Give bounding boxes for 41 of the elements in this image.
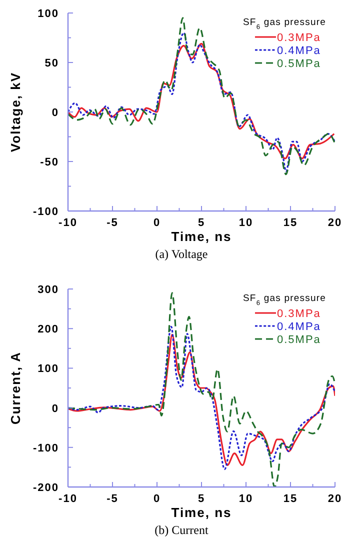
x-axis-title: Time, ns xyxy=(171,505,232,520)
x-tick-label: 15 xyxy=(283,217,298,229)
text: (a) Voltage xyxy=(155,247,208,261)
x-tick-label: -10 xyxy=(58,493,78,505)
y-tick-label: -100 xyxy=(32,206,59,218)
legend-title: SF$_{6}$ gas pressure xyxy=(243,17,326,30)
x-tick-label: 5 xyxy=(198,217,206,229)
y-tick-label: -100 xyxy=(32,442,59,454)
x-tick-label: 5 xyxy=(198,493,206,505)
y-axis-title: Voltage, kV xyxy=(8,72,23,152)
y-tick-label: 0 xyxy=(52,107,59,119)
x-tick-label: 20 xyxy=(328,217,342,229)
legend-title: SF$_{6}$ gas pressure xyxy=(243,293,326,306)
x-axis-title: Time, ns xyxy=(171,229,232,244)
legend-label: 0.4MPa xyxy=(277,321,321,333)
y-tick-label: 100 xyxy=(38,8,59,20)
legend-label: 0.4MPa xyxy=(277,45,321,57)
x-tick-label: 15 xyxy=(283,493,298,505)
x-tick-label: 20 xyxy=(328,493,342,505)
line-series xyxy=(68,42,335,160)
line-series xyxy=(68,292,335,487)
y-tick-label: 100 xyxy=(38,363,59,376)
y-axis-title: Current, A xyxy=(8,351,23,425)
x-tick-label: 10 xyxy=(238,217,254,229)
x-tick-label: 10 xyxy=(238,493,254,505)
x-tick-label: -5 xyxy=(106,217,118,229)
legend-label: 0.5MPa xyxy=(277,334,321,346)
legend-label: 0.3MPa xyxy=(277,32,321,44)
x-tick-label: -10 xyxy=(58,217,78,229)
y-tick-label: 0 xyxy=(52,402,59,415)
legend-label: 0.5MPa xyxy=(277,58,321,70)
x-tick-label: 0 xyxy=(153,493,161,505)
y-tick-label: 50 xyxy=(44,58,59,70)
x-tick-label: -5 xyxy=(106,493,118,505)
text: (b) Current xyxy=(154,523,209,537)
y-tick-label: 200 xyxy=(38,324,59,336)
x-tick-label: 0 xyxy=(153,217,161,229)
y-tick-label: -200 xyxy=(32,482,59,494)
legend-label: 0.3MPa xyxy=(277,308,321,320)
y-tick-label: 300 xyxy=(38,284,59,296)
y-tick-label: -50 xyxy=(40,156,59,168)
